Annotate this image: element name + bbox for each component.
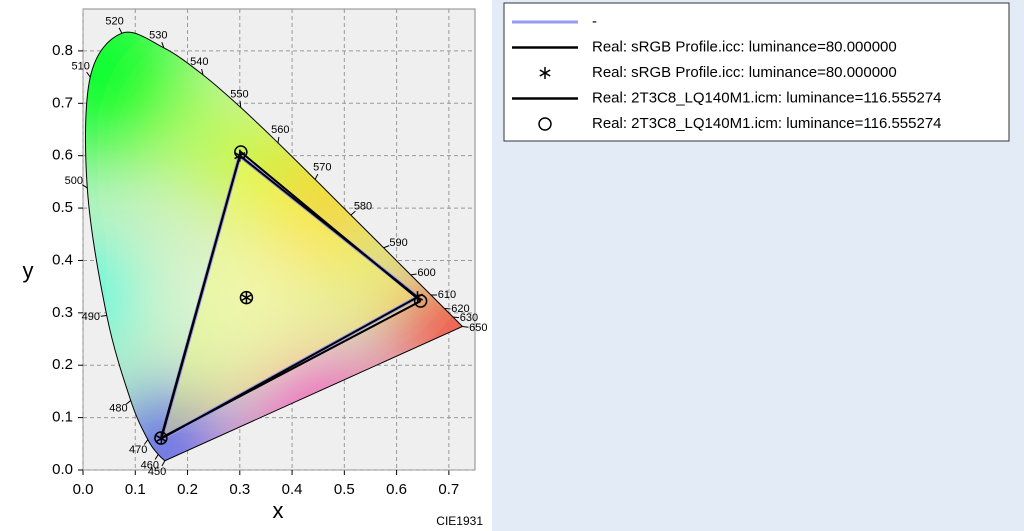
- x-tick-label: 0.1: [125, 481, 146, 498]
- series-line: [159, 150, 422, 441]
- wavelength-label: 470: [129, 444, 147, 456]
- locus-tick: [86, 71, 91, 78]
- wavelength-label: 480: [109, 403, 127, 415]
- color-blob: [85, 32, 193, 159]
- locus-tick: [125, 400, 132, 405]
- wavelength-label: 530: [149, 30, 167, 42]
- wavelength-label: 560: [271, 124, 289, 136]
- wavelength-label: 610: [438, 289, 456, 301]
- y-tick-label: 0.0: [52, 461, 73, 478]
- marker-star: [240, 291, 253, 304]
- x-tick-label: 0.6: [386, 481, 407, 498]
- locus-tick: [410, 273, 417, 276]
- locus-tick: [350, 210, 356, 216]
- x-tick-label: 0.2: [177, 481, 198, 498]
- legend-label: Real: sRGB Profile.icc: luminance=80.000…: [592, 38, 897, 55]
- wavelength-label: 450: [148, 466, 166, 478]
- locus-tick: [462, 325, 469, 328]
- x-tick-label: 0.3: [229, 481, 250, 498]
- spectral-locus: [85, 31, 464, 462]
- wavelength-label: 460: [141, 459, 159, 471]
- subtitle: CIE1931: [436, 514, 483, 528]
- locus-tick: [100, 314, 107, 317]
- y-tick-label: 0.7: [52, 94, 73, 111]
- legend-box: [503, 2, 1010, 142]
- y-tick-label: 0.3: [52, 304, 73, 321]
- y-tick-label: 0.8: [52, 42, 73, 59]
- y-tick-label: 0.2: [52, 356, 73, 373]
- wavelength-label: 590: [389, 237, 407, 249]
- marker-star: [539, 67, 551, 79]
- y-tick-label: 0.6: [52, 147, 73, 164]
- wavelength-label: 490: [82, 311, 100, 323]
- wavelength-label: 630: [460, 312, 478, 324]
- wavelength-label: 520: [105, 16, 123, 28]
- locus-tick: [118, 27, 123, 34]
- marker-circle: [239, 290, 254, 305]
- wavelength-label: 620: [451, 303, 469, 315]
- x-tick-label: 0.0: [73, 481, 94, 498]
- locus-tick: [314, 173, 319, 180]
- wavelength-label: 540: [190, 56, 208, 68]
- legend-label: Real: 2T3C8_LQ140M1.icm: luminance=116.5…: [592, 115, 942, 132]
- x-axis-label: x: [273, 498, 284, 523]
- gamut-tint: [160, 152, 421, 439]
- marker-circle: [538, 117, 552, 131]
- x-tick-label: 0.4: [282, 481, 303, 498]
- wavelength-label: 510: [71, 61, 89, 73]
- y-tick-label: 0.4: [52, 251, 73, 268]
- marker-circle: [413, 294, 428, 308]
- locus-tick: [277, 136, 280, 143]
- marker-circle: [154, 431, 168, 445]
- y-tick-label: 0.5: [52, 199, 73, 216]
- wavelength-label: 550: [230, 88, 248, 100]
- locus-tick: [154, 454, 159, 460]
- legend-label: Real: sRGB Profile.icc: luminance=80.000…: [592, 64, 897, 81]
- marker-circle: [234, 145, 248, 159]
- wavelength-label: 570: [313, 162, 331, 174]
- locus-tick: [161, 42, 165, 48]
- locus-tick: [383, 245, 390, 249]
- legend-label: -: [592, 13, 597, 30]
- wavelength-label: 580: [354, 201, 372, 213]
- x-tick-label: 0.7: [438, 481, 459, 498]
- locus-tick: [452, 316, 460, 319]
- legend-label: Real: 2T3C8_LQ140M1.icm: luminance=116.5…: [592, 89, 942, 106]
- locus-tick: [161, 460, 166, 467]
- wavelength-label: 600: [417, 267, 435, 279]
- wavelength-label: 500: [65, 175, 83, 187]
- y-tick-label: 0.1: [52, 409, 73, 426]
- locus-tick: [201, 68, 204, 75]
- wavelength-label: 650: [469, 322, 487, 334]
- y-axis-label: y: [23, 258, 34, 283]
- x-tick-label: 0.5: [334, 481, 355, 498]
- locus-tick: [81, 184, 88, 189]
- locus-tick: [143, 439, 149, 445]
